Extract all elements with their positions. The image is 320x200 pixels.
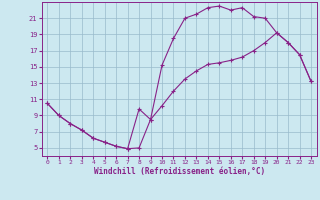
X-axis label: Windchill (Refroidissement éolien,°C): Windchill (Refroidissement éolien,°C) — [94, 167, 265, 176]
